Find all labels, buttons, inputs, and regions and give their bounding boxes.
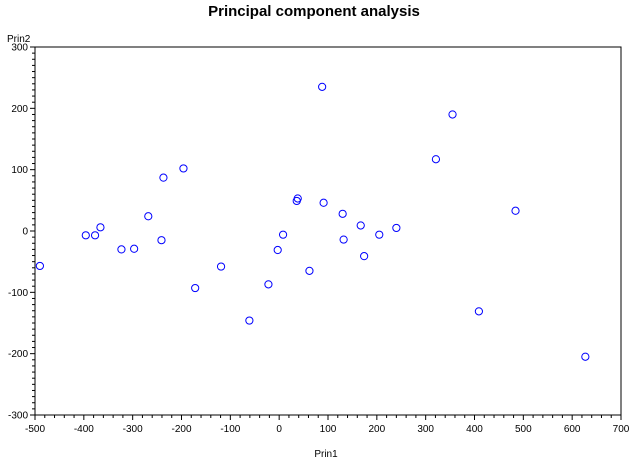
y-axis-label: Prin2 xyxy=(7,34,31,45)
x-axis-label: Prin1 xyxy=(314,449,338,460)
x-tick-label: 700 xyxy=(613,424,630,435)
data-point xyxy=(144,212,153,221)
x-tick-label: -200 xyxy=(171,424,191,435)
x-tick-label: 400 xyxy=(466,424,483,435)
data-point xyxy=(392,223,401,233)
data-point xyxy=(245,316,254,325)
chart-title: Principal component analysis xyxy=(208,3,420,20)
data-point xyxy=(159,173,168,182)
y-tick-label: -200 xyxy=(8,349,28,360)
data-points xyxy=(35,82,590,361)
data-point xyxy=(448,110,457,119)
y-tick-label: 200 xyxy=(11,104,28,115)
x-tick-label: 600 xyxy=(564,424,581,435)
data-point xyxy=(581,352,590,361)
data-point xyxy=(339,235,348,244)
x-tick-label: 100 xyxy=(320,424,337,435)
data-point xyxy=(157,236,166,245)
data-point xyxy=(264,280,273,289)
data-point xyxy=(305,266,314,275)
x-tick-label: -400 xyxy=(74,424,94,435)
x-tick-label: 300 xyxy=(417,424,434,435)
y-tick-label: -300 xyxy=(8,411,28,422)
x-tick-label: -300 xyxy=(123,424,143,435)
data-point xyxy=(511,206,520,215)
data-point xyxy=(338,209,347,218)
data-point xyxy=(360,252,369,261)
x-axis: -500 -400 -300 -200 -100 0 100 200 300 400 500 600 7… xyxy=(25,415,630,435)
x-tick-label: 200 xyxy=(368,424,385,435)
x-tick-label: 500 xyxy=(515,424,532,435)
data-point xyxy=(273,245,282,255)
y-tick-label: 100 xyxy=(11,165,28,176)
data-point xyxy=(81,231,90,240)
data-point xyxy=(356,221,365,230)
data-point xyxy=(318,82,327,91)
data-point xyxy=(130,244,139,253)
data-point xyxy=(96,223,105,232)
data-point xyxy=(117,245,126,254)
data-point xyxy=(278,230,288,239)
y-tick-label: -100 xyxy=(8,288,28,299)
data-point xyxy=(319,198,328,207)
data-point xyxy=(179,164,188,173)
y-tick-label: 0 xyxy=(22,227,28,238)
y-axis: -300 -200 -100 0 100 200 300 xyxy=(8,43,35,422)
data-point xyxy=(191,283,200,293)
data-point xyxy=(474,307,483,316)
plot-area-frame xyxy=(34,46,622,416)
data-point xyxy=(293,194,302,203)
data-point xyxy=(431,155,441,164)
x-tick-label: -100 xyxy=(220,424,240,435)
x-tick-label: 0 xyxy=(276,424,282,435)
data-point xyxy=(375,230,384,239)
x-tick-label: -500 xyxy=(25,424,45,435)
y-tick-label: 300 xyxy=(11,43,28,54)
data-point xyxy=(216,262,226,271)
data-point xyxy=(35,261,44,271)
data-point xyxy=(90,231,100,240)
